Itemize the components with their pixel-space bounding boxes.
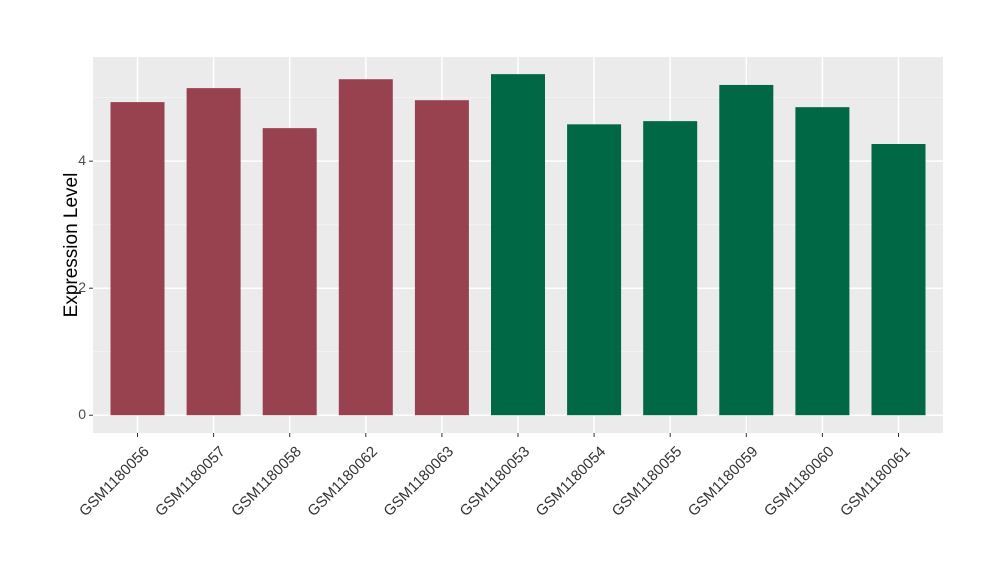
- bar: [414, 100, 469, 416]
- bar: [110, 102, 165, 416]
- bar: [186, 88, 241, 416]
- y-tick-label: 4: [78, 152, 86, 168]
- y-axis-label: Expression Level: [61, 173, 82, 318]
- x-tick-label: GSM1180054: [533, 443, 610, 520]
- bar: [262, 128, 317, 416]
- bar: [643, 121, 698, 416]
- bar: [871, 144, 926, 416]
- x-tick-label: GSM1180056: [76, 443, 153, 520]
- x-tick-label: GSM1180057: [152, 443, 229, 520]
- bar: [795, 107, 850, 416]
- x-tick-label: GSM1180060: [761, 443, 838, 520]
- y-tick-label: 2: [78, 279, 86, 295]
- x-tick-label: GSM1180055: [609, 443, 686, 520]
- x-tick-label: GSM1180063: [380, 443, 457, 520]
- bar: [491, 74, 545, 416]
- x-tick-label: GSM1180061: [837, 443, 914, 520]
- bar: [338, 79, 393, 416]
- bar: [719, 84, 774, 416]
- x-tick-label: GSM1180059: [685, 443, 762, 520]
- x-tick-label: GSM1180062: [304, 443, 381, 520]
- bar: [567, 124, 622, 416]
- x-tick-label: GSM1180058: [228, 443, 305, 520]
- bars: [110, 74, 926, 416]
- y-tick-label: 0: [78, 406, 86, 422]
- x-tick-label: GSM1180053: [456, 443, 533, 520]
